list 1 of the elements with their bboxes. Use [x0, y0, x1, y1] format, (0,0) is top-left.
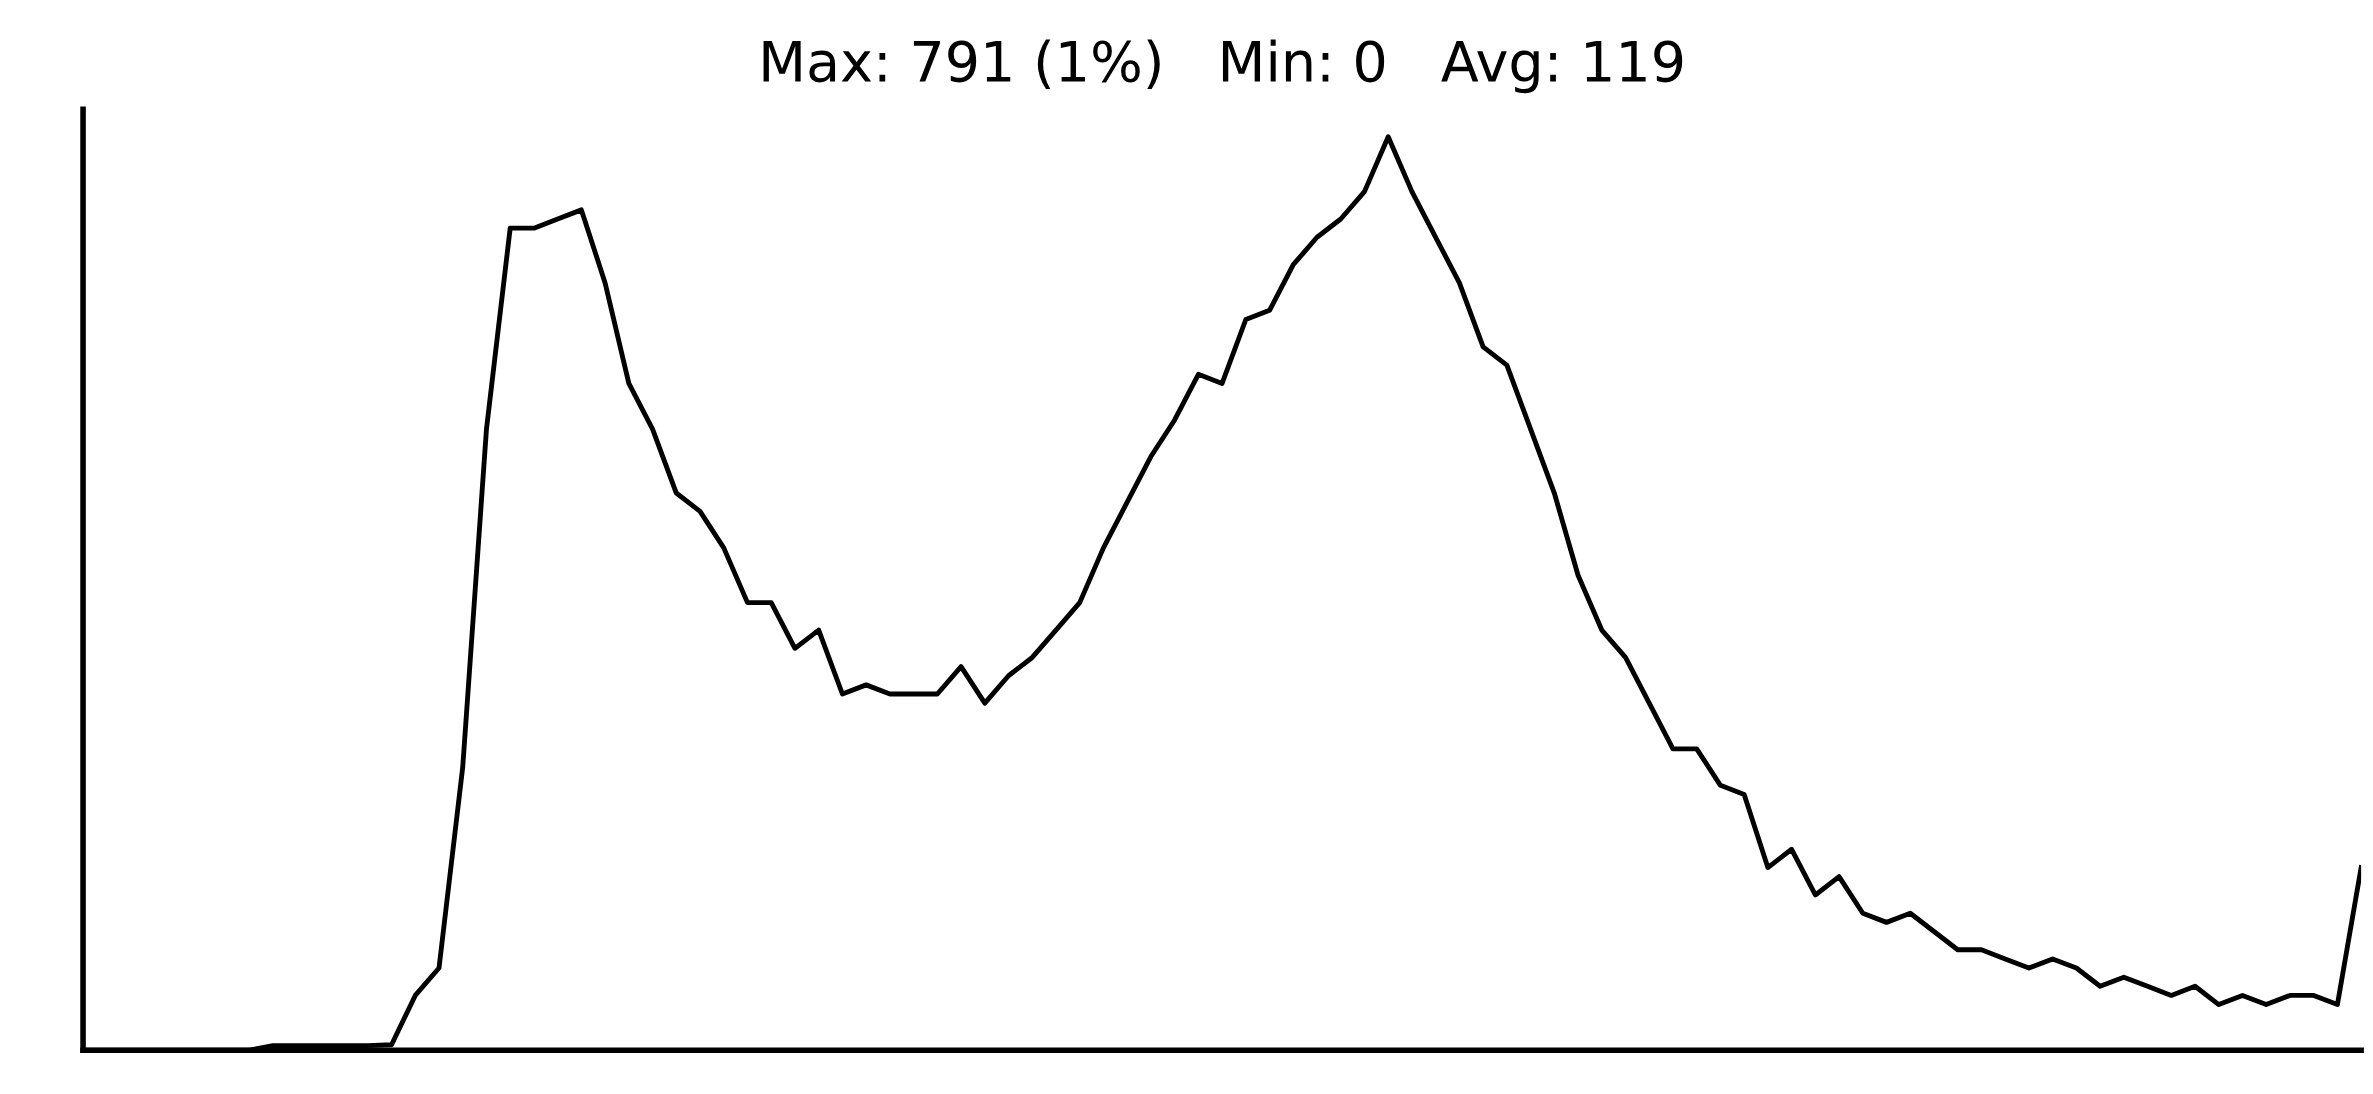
chart-title: Max: 791 (1%) Min: 0 Avg: 119 — [763, 39, 1683, 94]
